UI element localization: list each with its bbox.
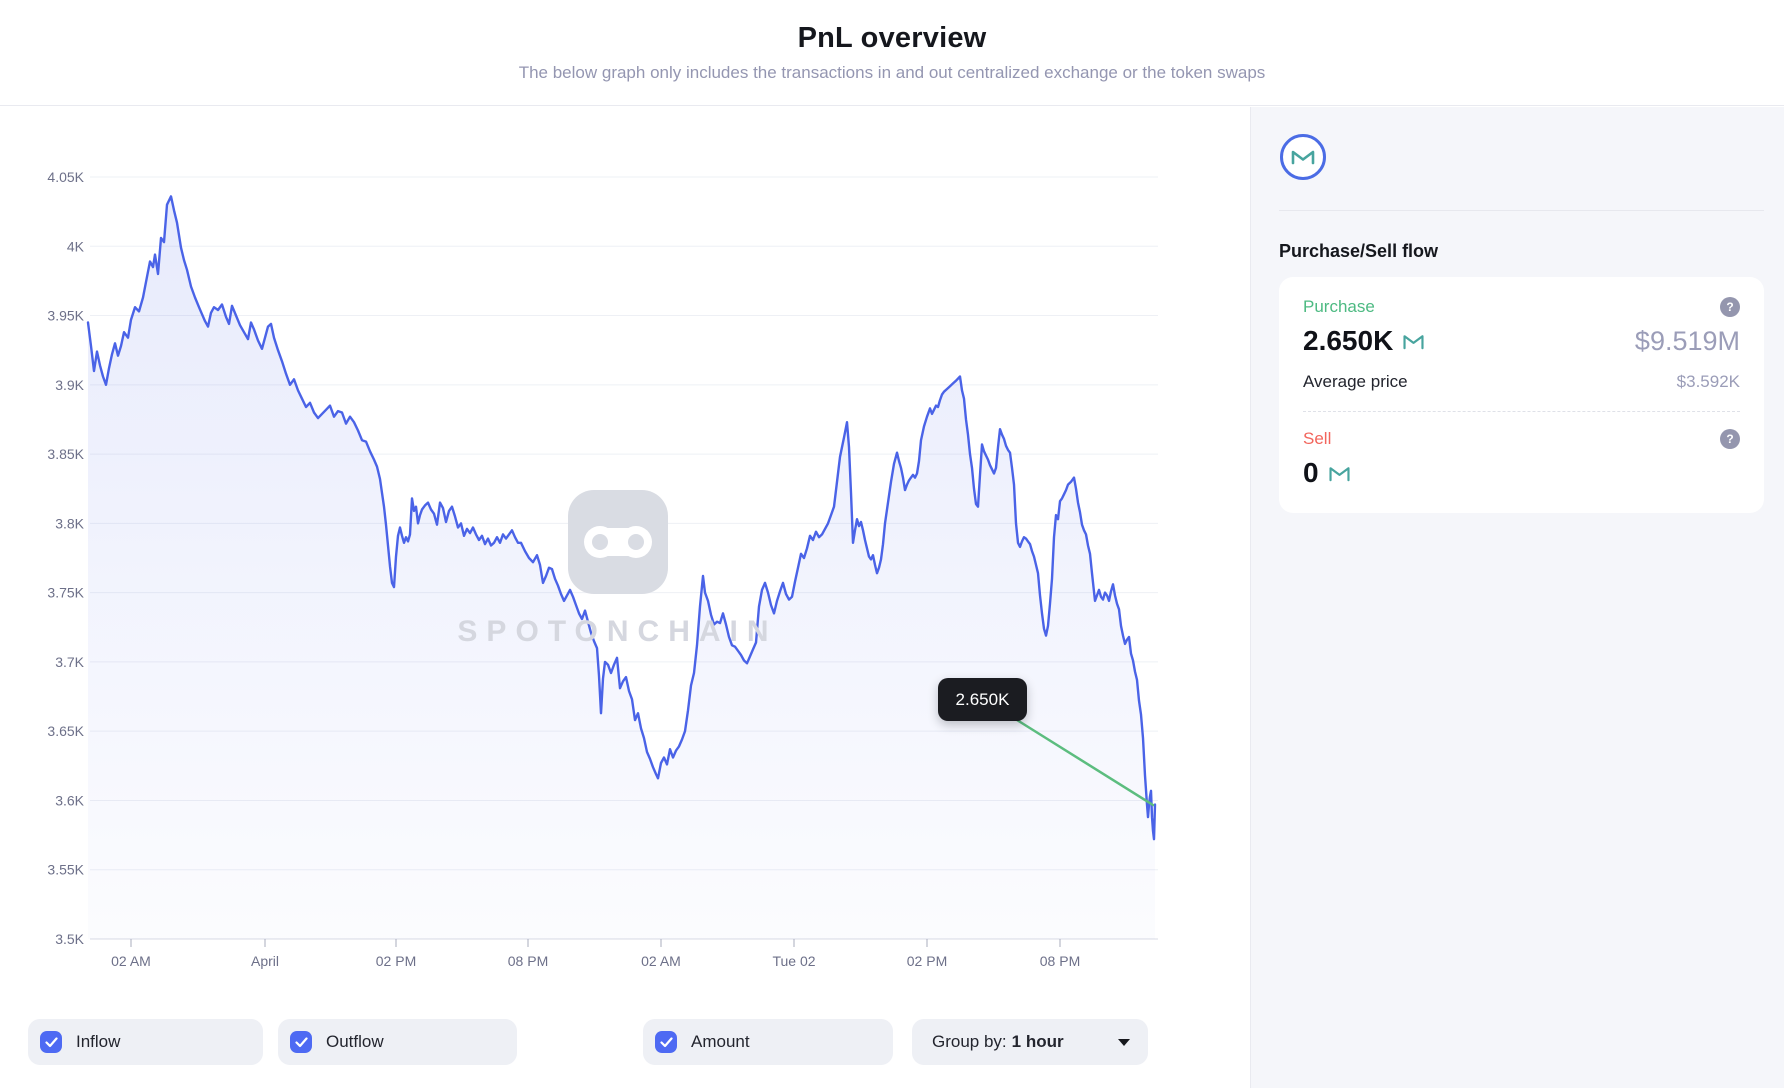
purchase-amount: 2.650K	[1303, 325, 1425, 357]
svg-text:08 PM: 08 PM	[1040, 953, 1080, 969]
checkmark-icon	[659, 1036, 673, 1047]
mkr-glyph-icon	[1329, 466, 1350, 481]
chart-controls: Inflow Outflow A	[0, 1019, 1250, 1065]
chart-panel: 4.05K 4K 3.95K 3.9K 3.85K 3.8K 3.75K 3.7K 3.65K 3…	[0, 107, 1250, 1088]
svg-text:4.05K: 4.05K	[47, 169, 84, 185]
checkmark-icon	[44, 1036, 58, 1047]
chart-tooltip: 2.650K	[938, 678, 1027, 721]
svg-text:3.55K: 3.55K	[47, 862, 84, 878]
sell-amount-value: 0	[1303, 457, 1319, 488]
card-dashed-divider	[1303, 411, 1740, 412]
pnl-chart[interactable]: 4.05K 4K 3.95K 3.9K 3.85K 3.8K 3.75K 3.7K 3.65K 3…	[0, 107, 1250, 987]
dropdown-caret-icon	[1118, 1038, 1130, 1046]
purchase-usd-value: $9.519M	[1634, 325, 1740, 356]
average-price-label: Average price	[1303, 372, 1408, 391]
sell-amount: 0	[1303, 457, 1351, 489]
page-subtitle: The below graph only includes the transa…	[518, 63, 1266, 82]
sell-label: Sell	[1303, 429, 1332, 448]
mkr-token-icon	[1280, 134, 1326, 180]
svg-text:02 PM: 02 PM	[376, 953, 416, 969]
group-by-label: Group by:	[932, 1032, 1007, 1051]
group-by-select[interactable]: Group by: 1 hour	[912, 1019, 1148, 1065]
page-title: PnL overview	[797, 22, 987, 54]
svg-text:3.75K: 3.75K	[47, 585, 84, 601]
svg-text:4K: 4K	[67, 238, 85, 254]
purchase-sell-card: Purchase ? 2.650K $9.519M Average price …	[1279, 277, 1764, 513]
checkmark-icon	[294, 1036, 308, 1047]
svg-text:3.65K: 3.65K	[47, 723, 84, 739]
purchase-sell-flow-title: Purchase/Sell flow	[1279, 241, 1439, 261]
outflow-checkbox[interactable]	[290, 1031, 312, 1053]
amount-checkbox[interactable]	[655, 1031, 677, 1053]
svg-text:3.7K: 3.7K	[55, 654, 84, 670]
inflow-checkbox[interactable]	[40, 1031, 62, 1053]
svg-text:08 PM: 08 PM	[508, 953, 548, 969]
svg-text:April: April	[251, 953, 279, 969]
amount-toggle[interactable]: Amount	[643, 1019, 893, 1065]
tooltip-value: 2.650K	[955, 689, 1010, 709]
svg-text:3.85K: 3.85K	[47, 446, 84, 462]
sidebar: Purchase/Sell flow Purchase ? 2.650K $9.…	[1250, 107, 1784, 1088]
sidebar-divider	[1279, 210, 1764, 211]
amount-label: Amount	[691, 1032, 750, 1051]
svg-text:3.6K: 3.6K	[55, 792, 84, 808]
svg-text:3.5K: 3.5K	[55, 931, 84, 947]
svg-text:Tue 02: Tue 02	[772, 953, 815, 969]
sell-help-icon[interactable]: ?	[1720, 429, 1740, 449]
purchase-help-icon[interactable]: ?	[1720, 297, 1740, 317]
svg-text:02 AM: 02 AM	[111, 953, 151, 969]
svg-text:3.9K: 3.9K	[55, 377, 84, 393]
svg-text:02 PM: 02 PM	[907, 953, 947, 969]
purchase-label: Purchase	[1303, 297, 1375, 316]
svg-text:3.8K: 3.8K	[55, 515, 84, 531]
svg-text:02 AM: 02 AM	[641, 953, 681, 969]
outflow-label: Outflow	[326, 1032, 384, 1051]
outflow-toggle[interactable]: Outflow	[278, 1019, 517, 1065]
average-price-value: $3.592K	[1676, 372, 1740, 391]
mkr-glyph-icon	[1403, 334, 1424, 349]
purchase-amount-value: 2.650K	[1303, 325, 1394, 356]
inflow-toggle[interactable]: Inflow	[28, 1019, 263, 1065]
svg-text:3.95K: 3.95K	[47, 308, 84, 324]
inflow-label: Inflow	[76, 1032, 121, 1051]
group-by-value: 1 hour	[1011, 1032, 1064, 1051]
group-by-text: Group by: 1 hour	[932, 1032, 1064, 1052]
header: PnL overview The below graph only includ…	[0, 0, 1784, 106]
